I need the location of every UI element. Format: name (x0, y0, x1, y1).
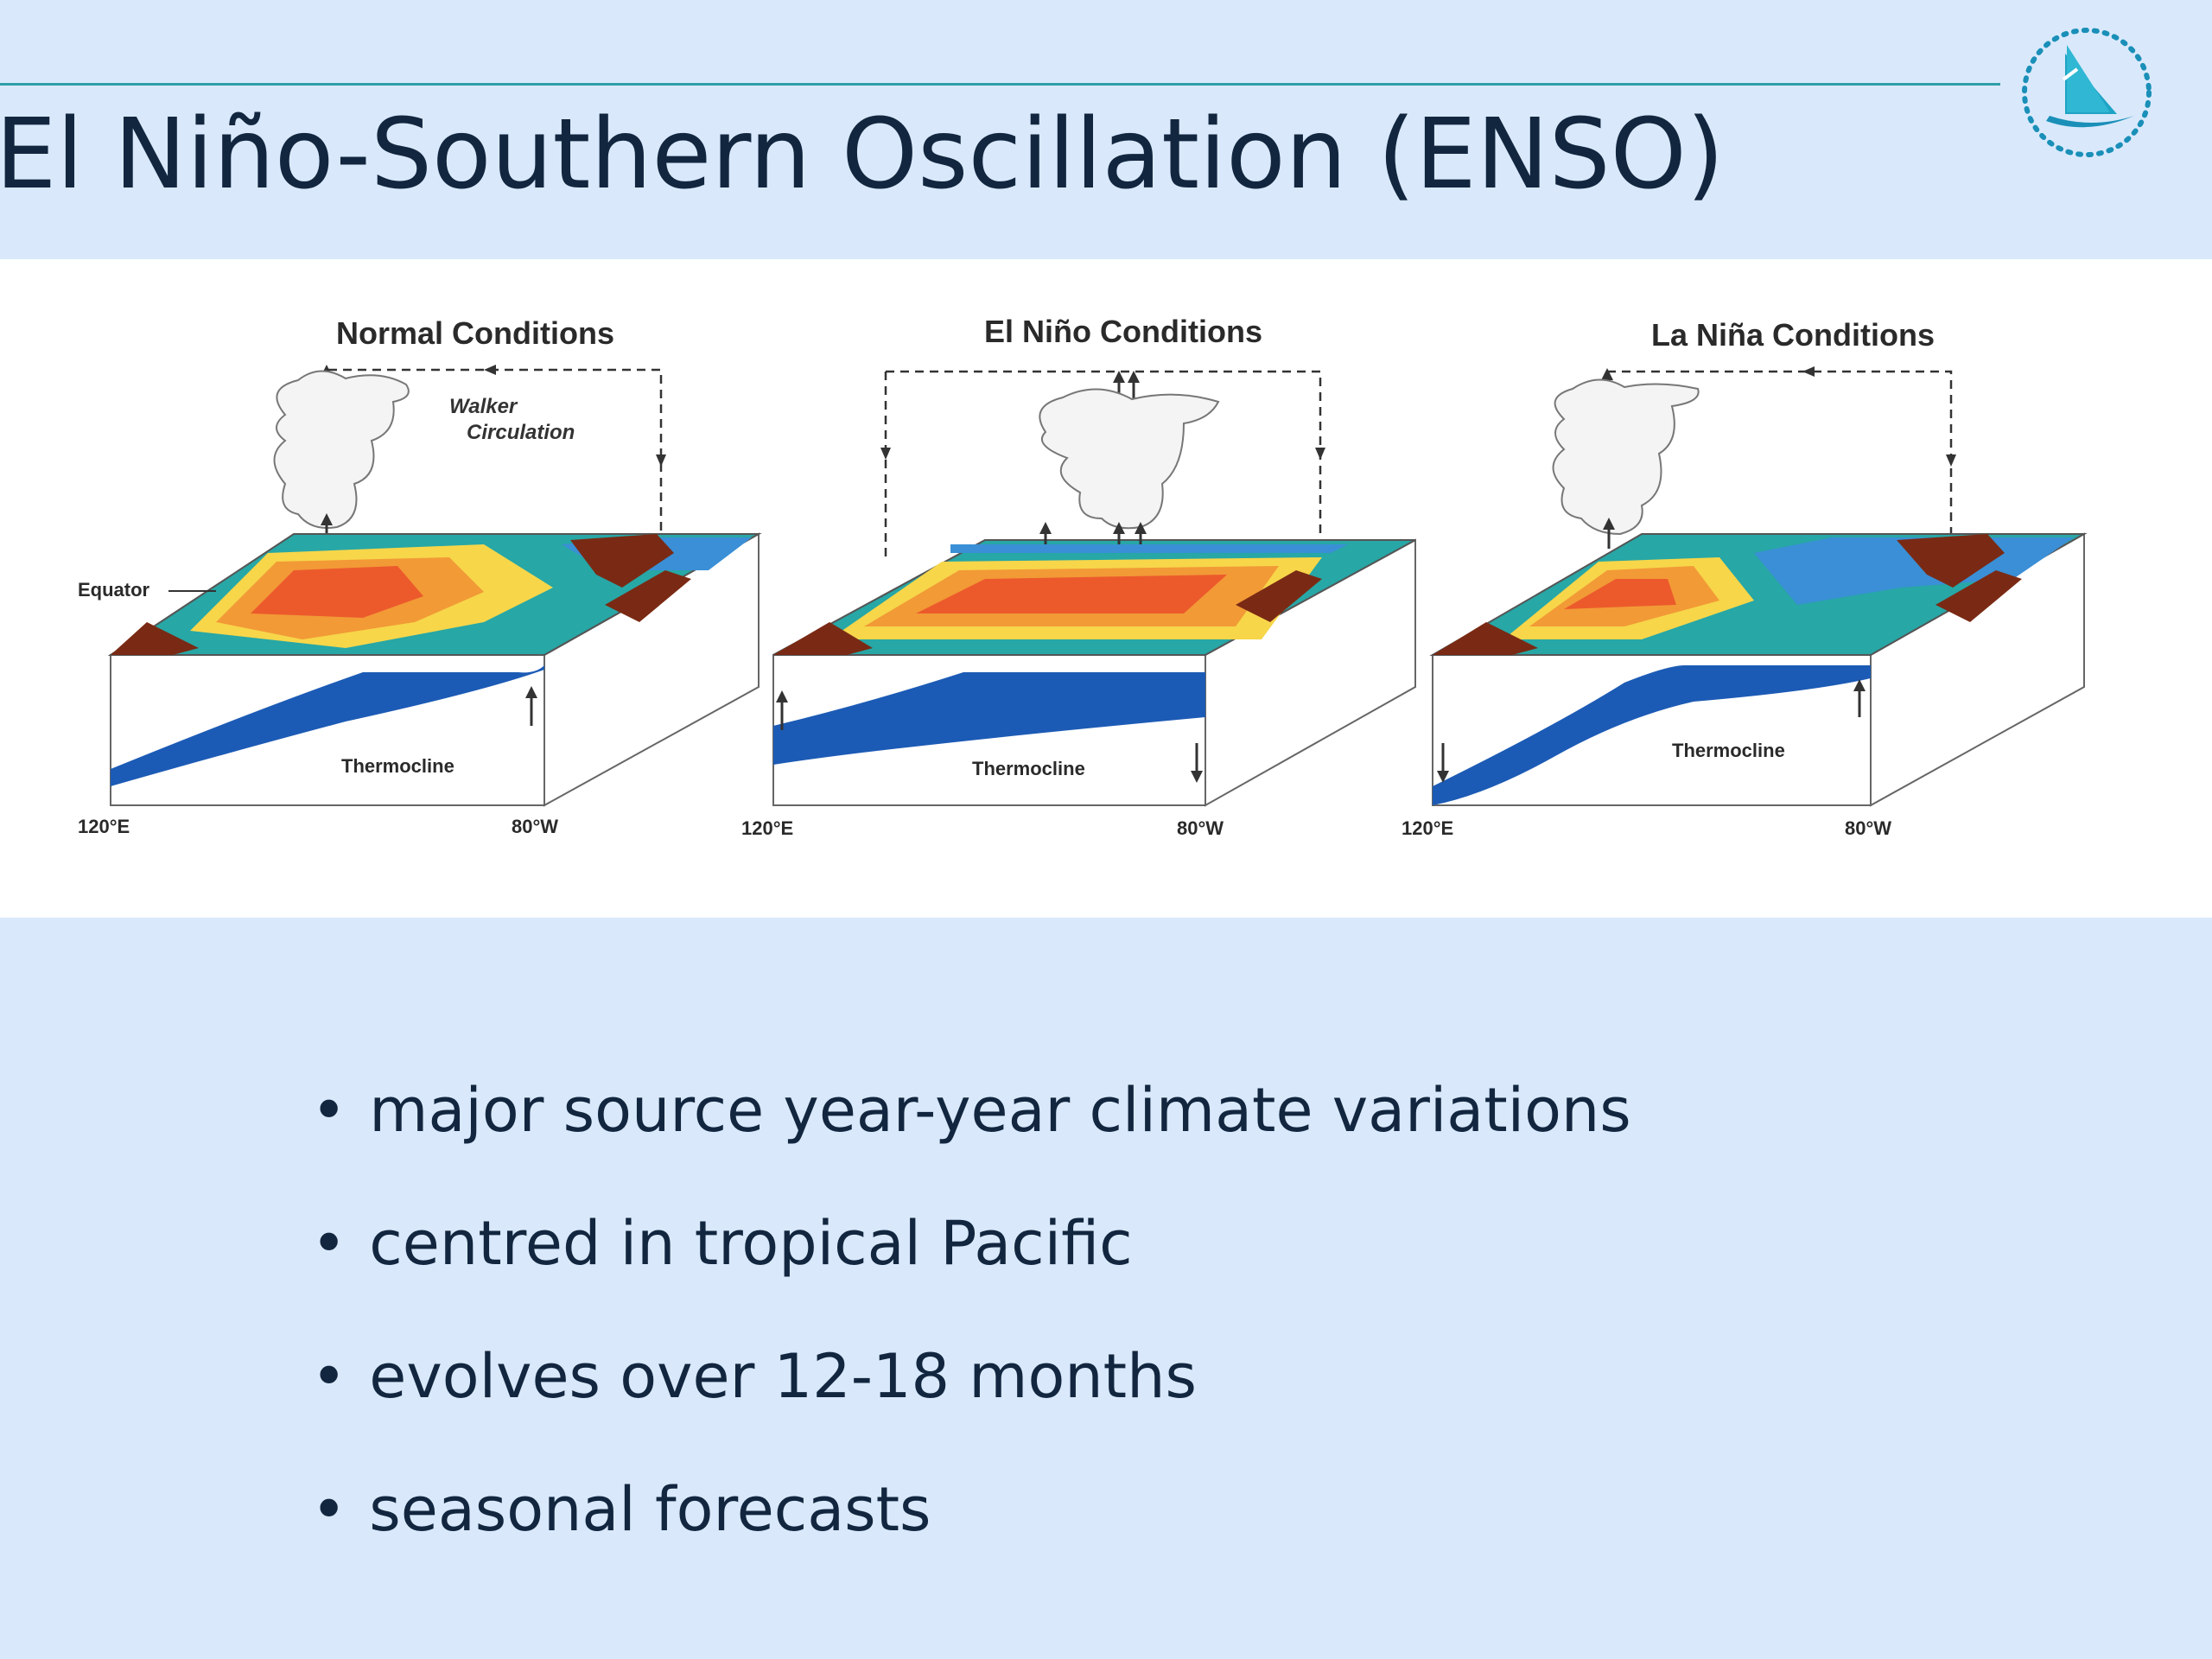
bullet-item: major source year-year climate variation… (311, 1067, 1630, 1200)
bullet-item: centred in tropical Pacific (311, 1200, 1631, 1333)
enso-figure: Normal Conditions Walker Circulation (0, 259, 2212, 918)
bullet-item: seasonal forecasts (311, 1466, 1631, 1599)
thermocline-label-la-nina: Thermocline (1672, 740, 1785, 761)
east-label-la-nina: 80°W (1845, 817, 1891, 839)
walker-label-line2: Circulation (467, 421, 575, 444)
title-rule (0, 83, 2000, 86)
panel-el-nino: El Niño Conditions (741, 314, 1416, 839)
west-label-normal: 120°E (78, 816, 130, 837)
organization-logo (2022, 28, 2152, 157)
bullet-item: evolves over 12-18 months (311, 1333, 1631, 1466)
panel-title-la-nina: La Niña Conditions (1651, 317, 1935, 353)
panel-normal: Normal Conditions Walker Circulation (78, 315, 762, 837)
thermocline-label-el-nino: Thermocline (972, 758, 1085, 779)
west-label-la-nina: 120°E (1402, 817, 1453, 839)
thermocline-label-normal: Thermocline (341, 755, 454, 777)
east-label-el-nino: 80°W (1177, 817, 1224, 839)
slide-title: El Niño-Southern Oscillation (ENSO) (0, 99, 1725, 211)
panel-title-el-nino: El Niño Conditions (984, 314, 1262, 349)
east-label-normal: 80°W (512, 816, 558, 837)
equator-label: Equator (78, 579, 150, 601)
panel-title-normal: Normal Conditions (336, 315, 614, 351)
panel-la-nina: La Niña Conditions Thermocline (1402, 317, 2088, 839)
walker-label-line1: Walker (449, 395, 518, 418)
west-label-el-nino: 120°E (741, 817, 793, 839)
bullet-list: major source year-year climate variation… (311, 1067, 1631, 1599)
